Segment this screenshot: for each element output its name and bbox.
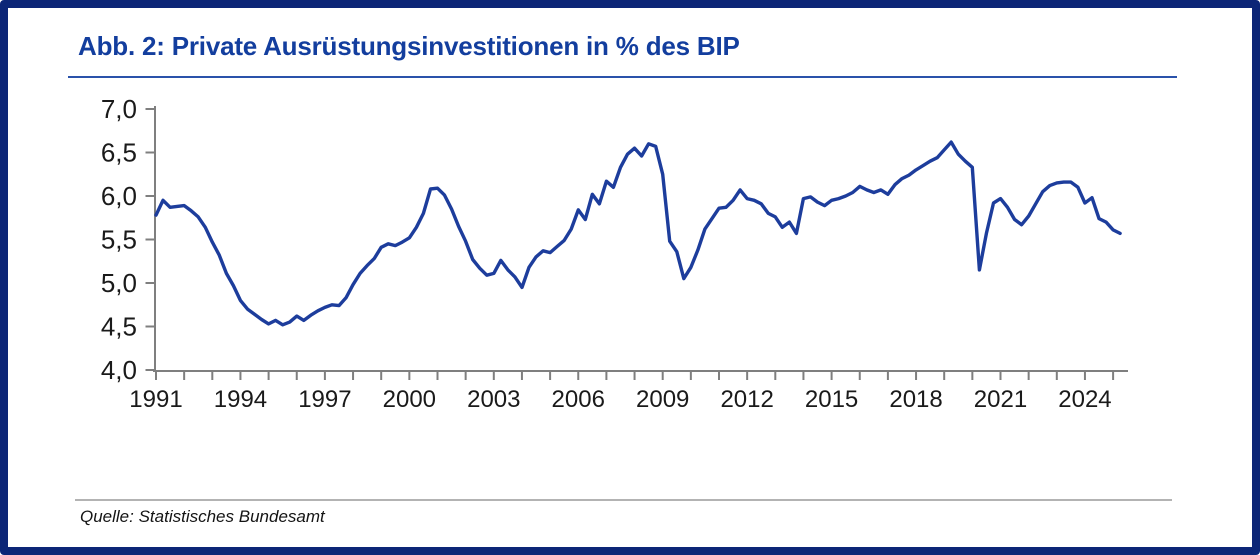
x-tick-label: 2012 bbox=[720, 386, 773, 413]
x-tick-label: 2018 bbox=[889, 386, 942, 413]
y-tick-label: 7,0 bbox=[101, 94, 137, 124]
y-tick-label: 6,0 bbox=[101, 181, 137, 211]
x-tick-label: 2009 bbox=[636, 386, 689, 413]
x-tick-label: 1994 bbox=[214, 386, 267, 413]
y-tick-label: 5,5 bbox=[101, 225, 137, 255]
x-tick-label: 2015 bbox=[805, 386, 858, 413]
data-series-line bbox=[154, 140, 1122, 327]
x-tick-label: 2006 bbox=[552, 386, 605, 413]
figure-title: Abb. 2: Private Ausrüstungsinvestitionen… bbox=[78, 31, 740, 61]
y-tick-label: 5,0 bbox=[101, 268, 137, 298]
x-tick-label: 2021 bbox=[974, 386, 1027, 413]
x-tick-label: 2003 bbox=[467, 386, 520, 413]
x-tick-label: 2000 bbox=[383, 386, 436, 413]
source-rule bbox=[75, 499, 1172, 501]
title-rule bbox=[68, 76, 1177, 78]
x-tick-label: 2024 bbox=[1058, 386, 1111, 413]
x-tick-label: 1991 bbox=[129, 386, 182, 413]
source-note: Quelle: Statistisches Bundesamt bbox=[80, 507, 325, 526]
x-tick-label: 1997 bbox=[298, 386, 351, 413]
y-tick-label: 6,5 bbox=[101, 138, 137, 168]
y-tick-label: 4,0 bbox=[101, 355, 137, 385]
y-tick-label: 4,5 bbox=[101, 312, 137, 342]
